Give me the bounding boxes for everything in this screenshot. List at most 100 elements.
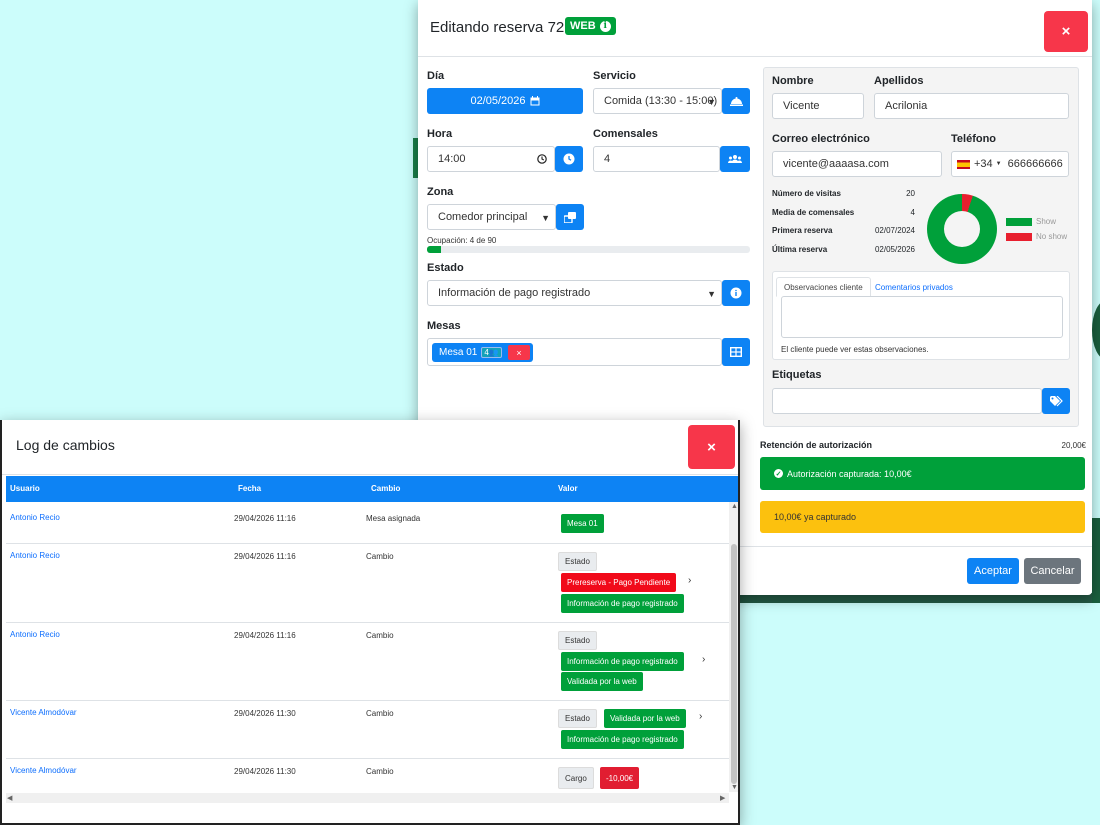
close-icon: × bbox=[707, 438, 716, 456]
modal-header: Editando reserva 72957 WEB i × bbox=[418, 0, 1092, 57]
retencion-label: Retención de autorización bbox=[760, 440, 873, 450]
dia-label: Día bbox=[427, 70, 445, 82]
observaciones-textarea[interactable] bbox=[781, 296, 1063, 338]
scroll-thumb[interactable] bbox=[731, 544, 737, 784]
row-divider bbox=[6, 543, 729, 544]
chevron-right-icon: › bbox=[699, 711, 703, 722]
source-badge[interactable]: WEB i bbox=[565, 17, 616, 35]
log-user[interactable]: Antonio Recio bbox=[10, 630, 60, 639]
row-divider bbox=[6, 700, 729, 701]
cancel-button[interactable]: Cancelar bbox=[1024, 558, 1081, 584]
hora-value: 14:00 bbox=[438, 153, 466, 165]
apellidos-input[interactable]: Acrilonia bbox=[874, 93, 1069, 119]
field-tag: Estado bbox=[558, 709, 597, 728]
stat-value: 4 bbox=[910, 208, 915, 217]
comensales-button[interactable] bbox=[720, 146, 750, 172]
close-icon: × bbox=[1061, 23, 1071, 40]
ocupacion-progress-fill bbox=[427, 246, 442, 253]
mesa-remove-button[interactable]: × bbox=[508, 345, 530, 360]
autorizacion-text: Autorización capturada: 10,00€ bbox=[787, 468, 912, 479]
log-modal: Log de cambios × Usuario Fecha Cambio Va… bbox=[0, 420, 740, 825]
zona-value: Comedor principal bbox=[438, 211, 528, 223]
servicio-select[interactable]: Comida (13:30 - 15:00) ▼ bbox=[593, 88, 722, 114]
servicio-button[interactable] bbox=[722, 88, 750, 114]
horizontal-scrollbar[interactable]: ◀ ▶ bbox=[6, 793, 729, 803]
servicio-value: Comida (13:30 - 15:00) bbox=[604, 95, 718, 107]
comensales-input[interactable]: 4 bbox=[593, 146, 720, 172]
log-user[interactable]: Vicente Almodóvar bbox=[10, 708, 77, 717]
field-tag: Cargo bbox=[558, 767, 594, 789]
log-close-button[interactable]: × bbox=[688, 425, 735, 469]
hora-button[interactable] bbox=[555, 146, 583, 172]
column-header-valor: Valor bbox=[558, 484, 578, 493]
zona-label: Zona bbox=[427, 186, 454, 198]
from-value-tag: Información de pago registrado bbox=[561, 652, 684, 671]
log-user[interactable]: Vicente Almodóvar bbox=[10, 766, 77, 775]
accept-button[interactable]: Aceptar bbox=[967, 558, 1019, 584]
scroll-up-icon[interactable]: ▲ bbox=[731, 503, 738, 510]
close-icon: × bbox=[516, 347, 522, 358]
log-date: 29/04/2026 11:16 bbox=[234, 631, 296, 640]
date-picker-button[interactable]: 02/05/2026 bbox=[427, 88, 583, 114]
check-circle-icon: ✓ bbox=[774, 469, 783, 478]
comensales-label: Comensales bbox=[593, 128, 658, 140]
from-value-tag: Prereserva - Pago Pendiente bbox=[561, 573, 677, 592]
clock-icon bbox=[563, 153, 575, 165]
vertical-scrollbar[interactable]: ▲ ▼ bbox=[729, 502, 738, 792]
estado-select[interactable]: Información de pago registrado ▼ bbox=[427, 280, 722, 306]
scroll-right-icon[interactable]: ▶ bbox=[720, 795, 726, 802]
estado-value: Información de pago registrado bbox=[438, 287, 591, 299]
legend-label-noshow: No show bbox=[1036, 232, 1068, 241]
row-divider bbox=[6, 622, 729, 623]
email-input[interactable]: vicente@aaaasa.com bbox=[772, 151, 942, 177]
log-date: 29/04/2026 11:16 bbox=[234, 552, 296, 561]
observaciones-box: Observaciones cliente Comentarios privad… bbox=[772, 271, 1070, 360]
field-tag: Estado bbox=[558, 552, 597, 571]
row-divider bbox=[6, 758, 729, 759]
mesa-capacity: 4 bbox=[484, 348, 489, 357]
email-value: vicente@aaaasa.com bbox=[783, 158, 889, 170]
legend-swatch-noshow bbox=[1006, 233, 1032, 241]
etiquetas-input[interactable] bbox=[772, 388, 1042, 414]
stat-value: 02/07/2024 bbox=[874, 226, 915, 235]
nombre-label: Nombre bbox=[772, 75, 814, 87]
column-header-usuario: Usuario bbox=[10, 484, 40, 493]
legend-swatch-show bbox=[1006, 218, 1032, 226]
mesas-grid-button[interactable] bbox=[722, 338, 750, 366]
table-grid-icon bbox=[730, 347, 742, 357]
phone-prefix[interactable]: +34 bbox=[974, 158, 993, 170]
stat-label: Última reserva bbox=[772, 245, 828, 254]
close-button[interactable]: × bbox=[1044, 11, 1088, 52]
mesas-label: Mesas bbox=[427, 320, 461, 332]
mesa-chip[interactable]: Mesa 01 4👥 × bbox=[432, 343, 533, 362]
capturado-alert: 10,00€ ya capturado bbox=[760, 501, 1085, 533]
chevron-down-icon: ▼ bbox=[541, 213, 550, 223]
stat-label: Media de comensales bbox=[772, 208, 855, 217]
to-value-tag: Información de pago registrado bbox=[561, 730, 684, 749]
log-date: 29/04/2026 11:30 bbox=[234, 767, 296, 776]
scroll-down-icon[interactable]: ▼ bbox=[731, 784, 738, 791]
background-shape bbox=[1092, 300, 1100, 360]
tab-comentarios-privados[interactable]: Comentarios privados bbox=[875, 282, 953, 292]
field-tag: Estado bbox=[558, 631, 597, 650]
tab-observaciones-cliente[interactable]: Observaciones cliente bbox=[776, 277, 871, 297]
stat-label: Primera reserva bbox=[772, 226, 833, 235]
hora-input[interactable]: 14:00 bbox=[427, 146, 555, 172]
chevron-down-icon: ▼ bbox=[707, 97, 716, 107]
telefono-input[interactable]: +34 ▼ 666666666 bbox=[951, 151, 1069, 177]
log-user[interactable]: Antonio Recio bbox=[10, 513, 60, 522]
etiquetas-button[interactable] bbox=[1042, 388, 1070, 414]
spain-flag-icon[interactable] bbox=[957, 159, 970, 169]
customer-panel: Nombre Vicente Apellidos Acrilonia Corre… bbox=[763, 67, 1079, 427]
observaciones-hint: El cliente puede ver estas observaciones… bbox=[781, 345, 929, 354]
estado-info-button[interactable] bbox=[722, 280, 750, 306]
zona-button[interactable] bbox=[556, 204, 584, 230]
log-title: Log de cambios bbox=[16, 437, 115, 453]
scroll-left-icon[interactable]: ◀ bbox=[7, 795, 13, 802]
nombre-input[interactable]: Vicente bbox=[772, 93, 864, 119]
modal-footer-divider bbox=[418, 546, 1092, 547]
stat-value: 20 bbox=[906, 189, 915, 198]
zona-select[interactable]: Comedor principal ▼ bbox=[427, 204, 556, 230]
background-strip bbox=[740, 593, 1100, 603]
log-user[interactable]: Antonio Recio bbox=[10, 551, 60, 560]
